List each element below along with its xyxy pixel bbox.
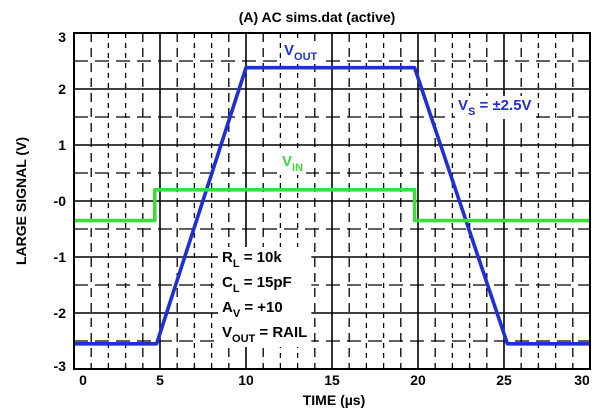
- plot-frame: [73, 32, 591, 370]
- conditions-bg: [218, 247, 312, 347]
- vs-annotation: VS = ±2.5V: [458, 97, 532, 118]
- series-vin-line: [74, 188, 590, 223]
- grid: [74, 33, 590, 369]
- condition-rl: RL = 10k: [222, 249, 282, 270]
- condition-vout: VOUT = RAIL: [222, 324, 307, 345]
- series-layer: [74, 65, 590, 346]
- vout-series-label: VOUT: [284, 42, 318, 63]
- vin-series-label: VIN: [282, 153, 303, 174]
- condition-cl: CL = 15pF: [222, 274, 292, 295]
- annotation-backgrounds: [218, 41, 535, 347]
- y-tick-label: 3: [58, 29, 66, 45]
- x-tick-label: 25: [496, 372, 512, 388]
- vout-series-label-bg: [281, 41, 321, 64]
- y-tick-label: 2: [58, 81, 66, 97]
- y-tick-label: -1: [54, 249, 67, 265]
- y-axis-title: LARGE SIGNAL (V): [13, 137, 29, 265]
- condition-av: AV = +10: [222, 299, 283, 320]
- x-tick-label: 20: [410, 372, 426, 388]
- chart-title: (A) AC sims.dat (active): [239, 9, 396, 25]
- x-tick-label: 30: [574, 372, 590, 388]
- series-vout-line: [74, 65, 590, 346]
- y-tick-label: 1: [58, 137, 66, 153]
- x-tick-label: 15: [324, 372, 340, 388]
- x-tick-label: 10: [238, 372, 254, 388]
- x-axis-title: TIME (µs): [303, 392, 366, 408]
- x-tick-label: 0: [79, 372, 87, 388]
- axis-ticks: 0 5 10 15 20 25 30 3 2 1 -0 -1 -2 -3: [54, 29, 590, 388]
- y-tick-label: -0: [54, 193, 67, 209]
- y-tick-label: -3: [54, 358, 67, 374]
- y-tick-label: -2: [54, 305, 67, 321]
- vin-series-label-bg: [279, 152, 307, 175]
- vs-annotation-bg: [455, 96, 535, 119]
- x-tick-label: 5: [156, 372, 164, 388]
